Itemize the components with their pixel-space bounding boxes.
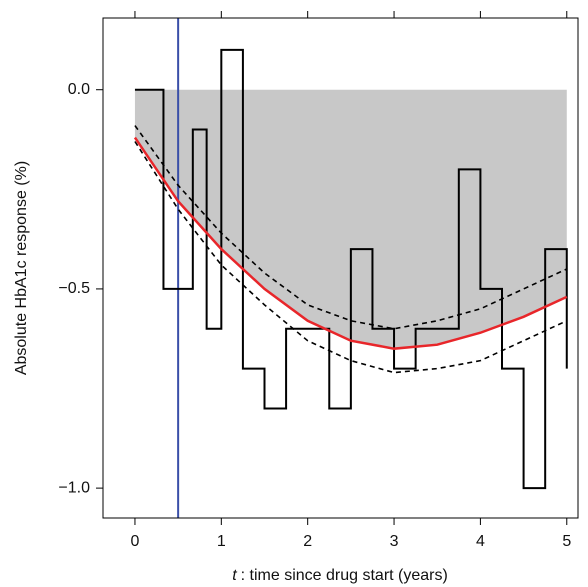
x-tick-label: 0 [131, 533, 140, 550]
y-tick-label: −1.0 [58, 479, 90, 496]
x-axis-symbol: t [232, 567, 237, 584]
x-axis-text: : time since drug start (years) [241, 567, 448, 584]
plot-frame [102, 17, 579, 519]
x-tick-label: 4 [476, 533, 485, 550]
y-axis-label: Absolute HbA1c response (%) [13, 161, 30, 375]
x-tick-label: 2 [303, 533, 312, 550]
step-line [134, 48, 568, 490]
x-tick-label: 3 [390, 533, 399, 550]
confidence-line [134, 125, 568, 330]
x-tick-label: 5 [562, 533, 571, 550]
confidence-line [134, 141, 568, 374]
fit-line [133, 136, 568, 350]
x-axis-label: t: time since drug start (years) [232, 567, 448, 584]
y-tick-label: 0.0 [68, 81, 90, 98]
x-tick-label: 1 [217, 533, 226, 550]
y-tick-label: −0.5 [58, 280, 90, 297]
